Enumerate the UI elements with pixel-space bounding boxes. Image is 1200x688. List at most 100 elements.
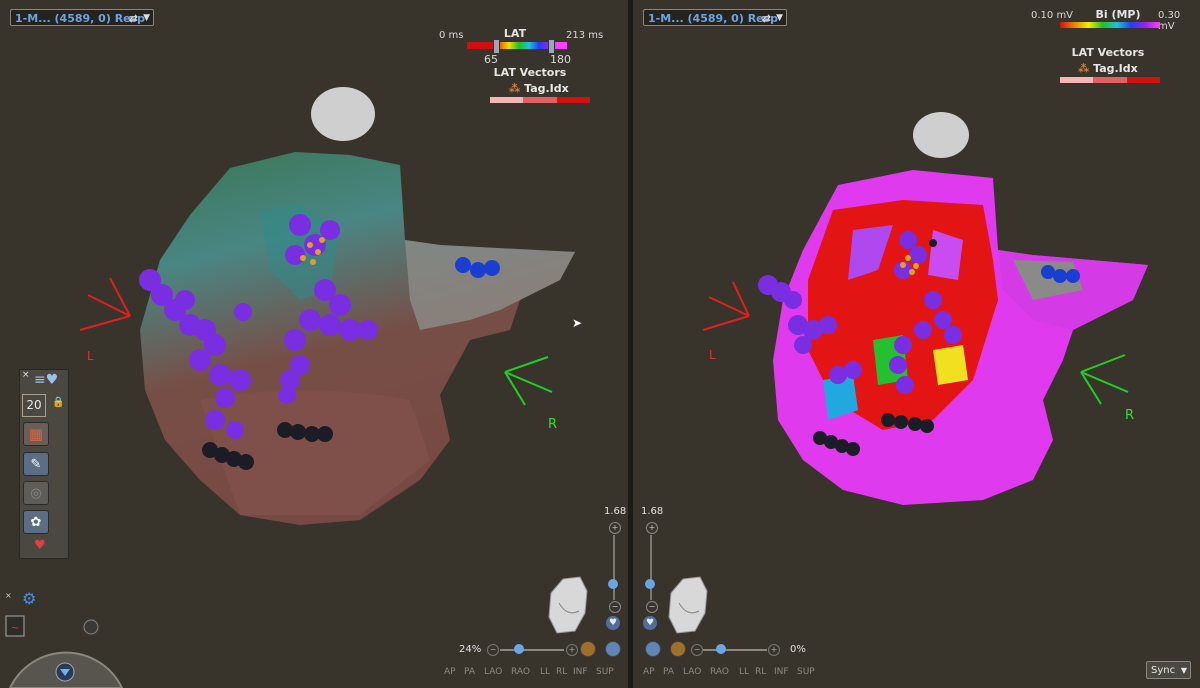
bi-min-label: 0.10 mV [1031,10,1074,21]
left-map-icon: ⇄ [128,12,138,25]
anatomy-button[interactable]: ✿ [23,510,49,534]
left-blue-points [455,257,500,278]
right-orientation-marker [913,112,969,158]
right-transparency-track[interactable] [703,649,767,651]
right-cyan-patch [823,375,858,420]
left-view-rl[interactable]: RL [556,667,568,677]
dial-close-icon[interactable]: × [5,591,12,600]
right-ablation-points [758,231,962,394]
left-rotate-button[interactable] [605,641,621,657]
left-transparency-value: 24% [459,644,482,655]
right-view-ap[interactable]: AP [643,667,655,677]
sync-select[interactable]: Sync ▼ [1146,661,1191,679]
right-3d-heart-icon[interactable] [665,573,715,635]
right-transparency-plus-icon[interactable]: + [768,644,780,656]
right-zoom-in-icon[interactable]: + [646,522,658,534]
left-tag-cluster [300,237,325,265]
right-view-pa[interactable]: PA [663,667,675,677]
circle-tool-button[interactable]: ◎ [23,481,49,505]
right-L-label: L [709,348,716,362]
right-R-arrow-icon [1080,354,1129,405]
svg-text:~: ~ [11,623,19,634]
right-view-heart-button[interactable]: ♥ [643,616,657,630]
chevron-down-icon: ▼ [1180,666,1187,675]
left-view-pa[interactable]: PA [464,667,476,677]
right-transparency-minus-icon[interactable]: − [691,644,703,656]
right-view-rao[interactable]: RAO [710,667,729,677]
left-appendage [405,240,575,330]
point-size-input[interactable]: 20 [22,394,46,417]
left-view-ap[interactable]: AP [444,667,456,677]
gear-icon[interactable]: ⚙ [22,589,37,608]
left-R-label: R [548,417,558,432]
left-view-rao[interactable]: RAO [511,667,530,677]
right-view-rl[interactable]: RL [755,667,767,677]
lat-low-handle[interactable] [493,39,500,54]
left-view-heart-button[interactable]: ♥ [606,616,620,630]
right-transparency-handle[interactable] [716,644,726,654]
lat-low-value: 65 [484,53,498,66]
right-transparency-value: 0% [790,644,806,655]
lat-min-label: 0 ms [439,30,464,41]
left-zoom-out-icon[interactable]: − [609,601,621,613]
left-zoom-track[interactable] [613,535,615,600]
left-zoom-in-icon[interactable]: + [609,522,621,534]
tool-panel-close-icon[interactable]: × [22,370,30,380]
anatomy-icon: ✿ [30,514,42,530]
right-map-select[interactable]: 1-M... (4589, 0) Resp ⇄ ▼ [643,9,787,26]
left-view-inf[interactable]: INF [573,667,588,677]
right-rotate-button[interactable] [645,641,661,657]
right-zoom-out-icon[interactable]: − [646,601,658,613]
left-anatomy-map[interactable] [0,0,628,688]
left-3d-heart-icon[interactable] [545,573,595,635]
left-map-select[interactable]: 1-M... (4589, 0) Resp ⇄ ▼ [10,9,154,26]
left-orientation-marker [311,87,375,141]
left-zoom-value: 1.68 [604,506,627,517]
lat-high-handle[interactable] [548,39,555,54]
left-transparency-track[interactable] [500,649,564,651]
right-tag-label: Tag.Idx [1093,62,1138,75]
left-map-select-label: 1-M... (4589, 0) Resp [15,12,146,25]
right-black-points [813,239,937,456]
left-view-sup[interactable]: SUP [596,667,614,677]
right-view-inf[interactable]: INF [774,667,789,677]
right-light-button[interactable] [670,641,686,657]
fly-heart-icon[interactable]: ≡♥ [34,372,59,388]
chevron-down-icon: ▼ [776,13,783,23]
left-ablation-points [139,214,378,439]
left-tag-legend: ⁂ Tag.Idx [509,82,569,95]
left-L-arrow-icon [79,277,131,331]
right-view-lao[interactable]: LAO [683,667,702,677]
left-transparency-plus-icon[interactable]: + [566,644,578,656]
right-map-pane[interactable]: 1-M... (4589, 0) Resp ⇄ ▼ 0.10 mV Bi (MP… [633,0,1200,688]
lock-icon[interactable]: 🔒 [52,397,65,408]
left-map-pane[interactable]: 1-M... (4589, 0) Resp ⇄ ▼ LAT 0 ms 213 m… [0,0,628,688]
tag-icon: ⁂ [509,82,521,95]
lat-color-bar [467,42,567,49]
grid-button[interactable]: ▦ [23,422,49,446]
bi-color-bar [1060,22,1160,28]
right-anatomy-map[interactable] [633,0,1200,688]
right-tag-legend: ⁂ Tag.Idx [1078,62,1138,75]
catheter-button[interactable]: ✎ [23,452,49,476]
heart-settings-icon[interactable]: ♥ [34,538,46,553]
left-transparency-handle[interactable] [514,644,524,654]
navigation-dial[interactable]: ~ [0,612,125,688]
sync-label: Sync [1151,665,1176,676]
left-view-ll[interactable]: LL [540,667,551,677]
right-view-ll[interactable]: LL [739,667,750,677]
pane-divider[interactable] [628,0,633,688]
right-tag-cluster [900,255,919,275]
right-zoom-track[interactable] [650,535,652,600]
right-map-icon: ⇄ [761,12,771,25]
left-zoom-handle[interactable] [608,579,618,589]
right-zoom-value: 1.68 [641,506,664,517]
circle-tool-icon: ◎ [30,485,42,501]
right-zoom-handle[interactable] [645,579,655,589]
left-transparency-minus-icon[interactable]: − [487,644,499,656]
left-light-button[interactable] [580,641,596,657]
right-view-sup[interactable]: SUP [797,667,815,677]
left-view-lao[interactable]: LAO [484,667,503,677]
left-R-arrow-icon [504,356,553,406]
catheter-icon: ✎ [30,456,42,472]
